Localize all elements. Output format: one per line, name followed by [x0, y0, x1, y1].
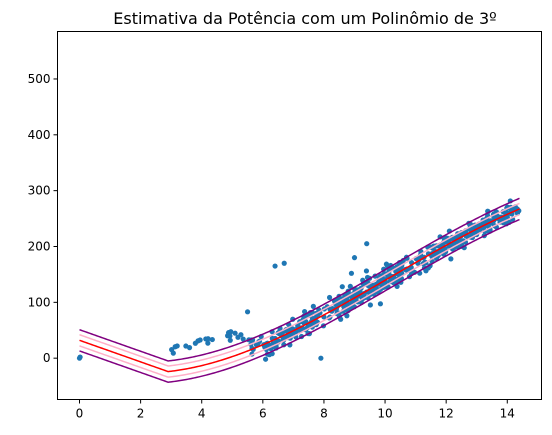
scatter-point: [192, 340, 198, 346]
outer-band-curve: [79, 218, 520, 383]
scatter-point: [77, 354, 83, 360]
scatter-point: [310, 303, 316, 309]
scatter-point: [347, 283, 353, 290]
scatter-point: [228, 329, 234, 335]
outer-band-curve: [79, 197, 520, 362]
scatter-point: [326, 294, 333, 301]
scatter-point: [227, 337, 233, 343]
scatter-point: [205, 340, 211, 346]
x-tick-label: 2: [137, 407, 145, 421]
scatter-point: [205, 336, 211, 342]
y-axis: 0 100 200 300 400 500: [28, 72, 58, 365]
y-tick-label: 100: [28, 295, 51, 309]
x-tick-label: 8: [320, 407, 328, 421]
scatter-point: [281, 260, 287, 266]
scatter-point: [235, 334, 241, 340]
scatter-point: [351, 255, 358, 261]
scatter-point: [272, 263, 278, 269]
y-tick-label: 300: [28, 184, 51, 198]
scatter-point: [169, 347, 175, 353]
x-axis: 0 2 4 6 8 10 12 14: [76, 399, 515, 421]
scatter-point: [183, 343, 189, 349]
scatter-point: [364, 241, 370, 247]
plot-frame: [57, 31, 542, 400]
scatter-point: [318, 355, 324, 361]
scatter-point: [338, 316, 344, 322]
x-tick-label: 10: [377, 407, 392, 421]
scatter-point: [244, 309, 251, 315]
inner-band-curve: [79, 213, 520, 378]
scatter-point: [262, 356, 269, 362]
scatter-point: [240, 336, 246, 342]
scatter-point: [367, 302, 373, 308]
x-tick-label: 0: [76, 407, 84, 421]
inner-band-curve: [79, 202, 520, 367]
scatter-point: [225, 333, 231, 339]
x-tick-label: 4: [198, 407, 206, 421]
fit-curve: [79, 208, 520, 373]
scatter-point: [448, 256, 454, 262]
fit-curves: [79, 197, 520, 383]
scatter-point: [232, 330, 238, 336]
x-tick-label: 6: [259, 407, 267, 421]
x-tick-label: 14: [500, 407, 515, 421]
scatter-point: [363, 268, 370, 274]
y-tick-label: 200: [28, 239, 51, 253]
y-tick-label: 400: [28, 128, 51, 142]
scatter-point: [339, 284, 345, 290]
y-tick-label: 500: [28, 72, 51, 86]
scatter-point: [348, 270, 355, 276]
scatter-point: [209, 336, 215, 343]
scatter-points: [76, 198, 522, 362]
x-tick-label: 12: [439, 407, 454, 421]
scatter-point: [377, 301, 384, 307]
y-tick-label: 0: [43, 351, 51, 365]
chart-title: Estimativa da Potência com um Polinômio …: [113, 9, 496, 28]
scatter-point: [172, 344, 178, 350]
